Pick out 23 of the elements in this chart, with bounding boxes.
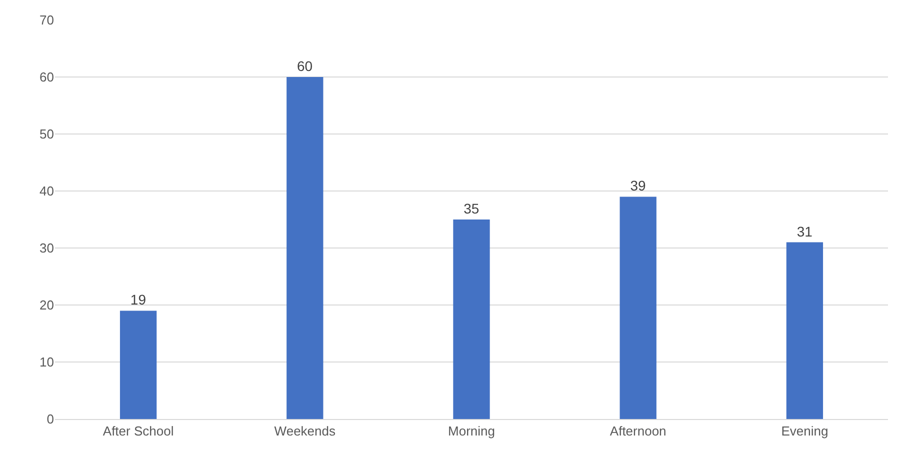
y-tick-label: 30 [40,240,54,256]
y-tick-label: 10 [40,354,54,370]
x-tick-label: Morning [448,424,495,439]
bar [120,310,157,419]
y-tick-label: 40 [40,184,54,199]
bar [286,77,324,419]
data-label: 19 [130,292,146,308]
y-tick-label: 0 [46,412,54,427]
bar [453,220,490,419]
x-tick-label: Evening [781,424,828,439]
data-label: 35 [464,200,480,216]
data-label: 31 [796,223,813,240]
y-tick-label: 20 [40,298,54,313]
bar [620,196,656,419]
y-tick-label: 70 [40,12,54,28]
y-tick-label: 50 [40,126,54,142]
x-tick-label: Afternoon [610,424,666,439]
data-label: 39 [630,178,646,194]
y-tick-label: 60 [40,70,54,85]
x-tick-label: Weekends [274,424,336,439]
bar [786,242,824,419]
x-tick-label: After School [102,424,174,439]
data-label: 60 [297,58,313,74]
